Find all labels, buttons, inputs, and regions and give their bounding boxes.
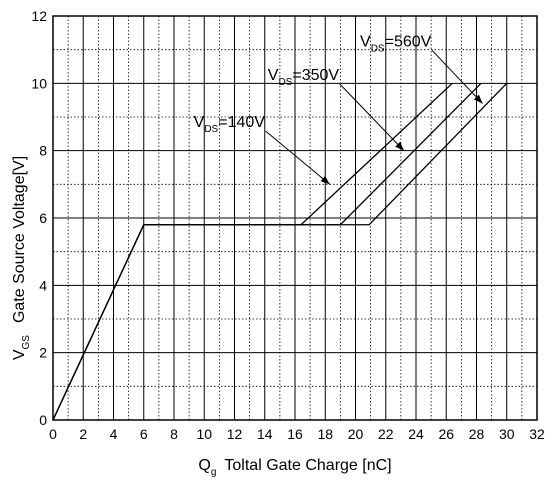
x-tick-label: 2 — [79, 426, 87, 442]
annotation-arrow-line — [339, 83, 405, 152]
annotation-arrow-head — [473, 94, 483, 104]
x-tick-label: 0 — [49, 426, 57, 442]
major-grid — [53, 16, 537, 420]
plot-frame — [52, 15, 538, 421]
x-tick-label: 14 — [257, 426, 273, 442]
x-tick-label: 28 — [469, 426, 485, 442]
annotation-label: VDS=350V — [268, 67, 340, 88]
y-tick-label: 12 — [31, 8, 47, 24]
annotation-value: =140V — [218, 114, 265, 131]
x-tick-label: 6 — [140, 426, 148, 442]
annotation-symbol-sub: DS — [278, 77, 292, 88]
annotation-symbol-sub: DS — [204, 124, 218, 135]
y-axis-label: VGS Gate Source Voltage[V] — [11, 156, 32, 360]
x-tick-label: 20 — [348, 426, 364, 442]
y-tick-label: 4 — [39, 277, 47, 293]
x-tick-label: 4 — [110, 426, 118, 442]
x-tick-label: 26 — [438, 426, 454, 442]
series-layer — [52, 82, 508, 421]
annotation-value: =350V — [292, 67, 339, 84]
y-tick-label: 0 — [39, 412, 47, 428]
annotation-arrow-line — [431, 49, 483, 104]
annotation-arrow-head — [320, 175, 330, 185]
annotation-symbol: V — [268, 67, 279, 84]
y-axis-title: Gate Source Voltage[V] — [11, 156, 28, 323]
x-tick-label: 30 — [499, 426, 515, 442]
y-tick-label: 8 — [39, 143, 47, 159]
annotation-arrow-line — [265, 130, 331, 185]
x-tick-label: 10 — [196, 426, 212, 442]
annotation-value: =560V — [385, 33, 432, 50]
y-axis-symbol-sub: GS — [21, 335, 32, 350]
x-axis-symbol-sub: g — [211, 467, 217, 478]
annotation-label: VDS=560V — [360, 33, 432, 54]
x-tick-label: 18 — [317, 426, 333, 442]
annotation-arrow-head — [395, 141, 404, 151]
x-tick-label: 8 — [170, 426, 178, 442]
y-tick-label: 10 — [31, 75, 47, 91]
x-tick-label: 32 — [529, 426, 545, 442]
annotation-label: VDS=140V — [194, 114, 266, 135]
x-tick-label: 16 — [287, 426, 303, 442]
x-tick-label: 24 — [408, 426, 424, 442]
annotation-symbol: V — [194, 114, 205, 131]
x-axis-label: Qg Toltal Gate Charge [nC] — [198, 457, 391, 478]
series-line-560v — [52, 82, 508, 421]
annotation-symbol: V — [360, 33, 371, 50]
y-tick-label: 6 — [39, 210, 47, 226]
x-axis-title: Toltal Gate Charge [nC] — [224, 457, 391, 474]
y-tick-label: 2 — [39, 345, 47, 361]
x-axis-symbol: Q — [198, 457, 210, 474]
annotation-symbol-sub: DS — [371, 43, 385, 54]
x-tick-label: 22 — [378, 426, 394, 442]
y-axis-symbol: V — [11, 349, 28, 360]
x-tick-label: 12 — [227, 426, 243, 442]
